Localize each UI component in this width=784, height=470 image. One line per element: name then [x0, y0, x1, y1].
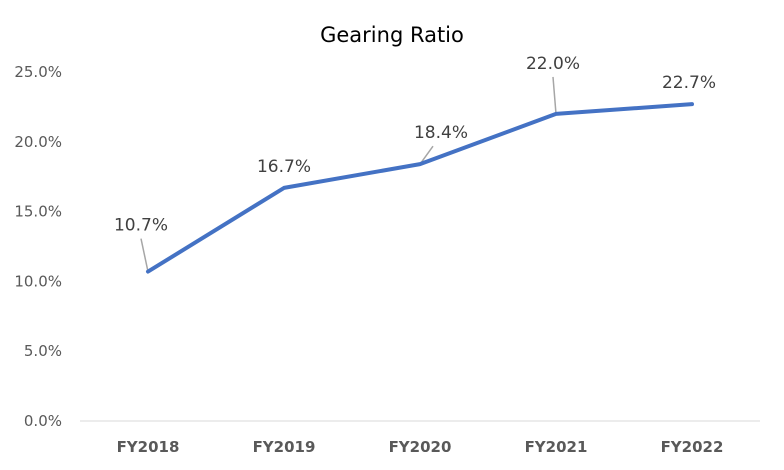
x-tick-label: FY2018	[117, 438, 180, 456]
leader-line	[552, 76, 557, 114]
data-label: 16.7%	[257, 157, 311, 177]
y-tick-label: 25.0%	[14, 63, 62, 81]
x-tick-label: FY2020	[389, 438, 452, 456]
x-tick-label: FY2021	[525, 438, 588, 456]
y-tick-label: 5.0%	[24, 342, 62, 360]
x-axis-labels: FY2018 FY2019 FY2020 FY2021 FY2022	[117, 438, 724, 456]
x-tick-label: FY2019	[253, 438, 316, 456]
y-axis-labels: 0.0% 5.0% 10.0% 15.0% 20.0% 25.0%	[14, 63, 62, 430]
x-tick-label: FY2022	[661, 438, 724, 456]
y-tick-label: 20.0%	[14, 133, 62, 151]
chart-title: Gearing Ratio	[320, 23, 464, 47]
y-tick-label: 10.0%	[14, 272, 62, 290]
data-label: 22.7%	[662, 73, 716, 93]
data-label: 18.4%	[414, 123, 468, 143]
data-label: 10.7%	[114, 216, 168, 236]
leader-line	[140, 238, 149, 272]
data-label: 22.0%	[526, 54, 580, 74]
y-tick-label: 15.0%	[14, 203, 62, 221]
y-tick-label: 0.0%	[24, 412, 62, 430]
series-line	[146, 102, 694, 274]
leader-lines	[140, 76, 557, 272]
leader-line	[419, 145, 434, 165]
series-group	[146, 102, 694, 274]
data-labels: 10.7% 16.7% 18.4% 22.0% 22.7%	[114, 54, 716, 236]
